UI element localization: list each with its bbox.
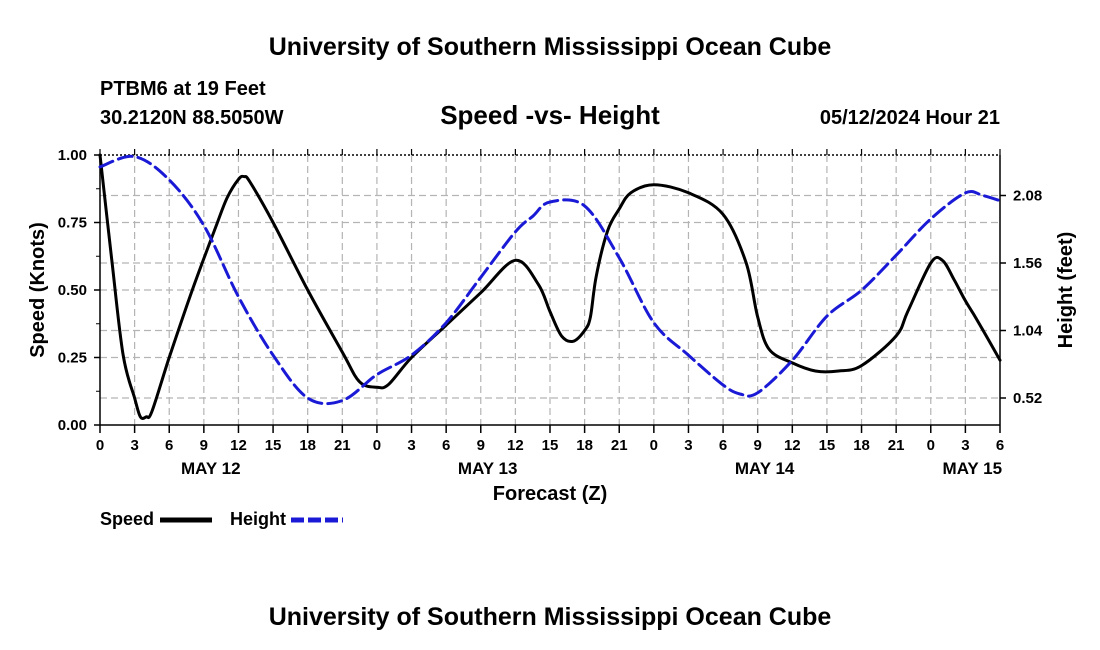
legend: Speed Height — [100, 509, 343, 529]
footer-title: University of Southern Mississippi Ocean… — [269, 603, 832, 631]
y2-tick-label: 1.56 — [1013, 255, 1042, 272]
x-tick-label: 21 — [888, 437, 905, 454]
y2-tick-label: 2.08 — [1013, 188, 1042, 205]
x-tick-label: 18 — [853, 437, 870, 454]
grid-lines — [100, 155, 1000, 425]
x-tick-label: 3 — [130, 437, 138, 454]
x-tick-label: 0 — [927, 437, 935, 454]
y-axis-label: Speed (Knots) — [27, 222, 49, 358]
series-line-speed — [98, 153, 1002, 420]
legend-label-speed: Speed — [100, 509, 154, 529]
chart-subtitle: Speed -vs- Height — [440, 100, 660, 130]
x-tick-label: 3 — [684, 437, 692, 454]
x-tick-label: 6 — [996, 437, 1004, 454]
x-tick-label: 21 — [334, 437, 351, 454]
chart-main-title: University of Southern Mississippi Ocean… — [269, 33, 832, 61]
x-tick-label: 15 — [542, 437, 559, 454]
y-tick-label: 0.00 — [58, 417, 87, 434]
station-coordinates: 30.2120N 88.5050W — [100, 107, 284, 129]
x-tick-label: 0 — [96, 437, 104, 454]
x-axis-label: Forecast (Z) — [493, 483, 607, 505]
y2-axis-label: Height (feet) — [1055, 232, 1077, 349]
x-tick-label: 0 — [650, 437, 658, 454]
date-label: MAY 13 — [458, 459, 518, 478]
x-tick-label: 12 — [784, 437, 801, 454]
x-tick-label: 6 — [719, 437, 727, 454]
y-tick-label: 0.75 — [58, 215, 87, 232]
x-tick-label: 12 — [230, 437, 247, 454]
date-label: MAY 14 — [735, 459, 795, 478]
y-tick-label: 0.25 — [58, 350, 87, 367]
x-tick-label: 9 — [754, 437, 762, 454]
x-tick-label: 18 — [299, 437, 316, 454]
x-tick-label: 15 — [265, 437, 282, 454]
y-tick-label: 1.00 — [58, 147, 87, 164]
x-tick-label: 6 — [442, 437, 450, 454]
x-tick-label: 18 — [576, 437, 593, 454]
x-tick-label: 12 — [507, 437, 524, 454]
axis-ticks: 0 3 6 9 12 15 18 21 0 3 6 9 12 15 18 21 0 3 6 9 12 15 18 21 0 3 6M… — [58, 147, 1043, 478]
series-lines — [98, 153, 1002, 420]
x-tick-label: 3 — [961, 437, 969, 454]
x-tick-label: 6 — [165, 437, 173, 454]
date-label: MAY 12 — [181, 459, 241, 478]
station-label: PTBM6 at 19 Feet — [100, 78, 266, 100]
y-tick-label: 0.50 — [58, 282, 87, 299]
legend-label-height: Height — [230, 509, 286, 529]
y2-tick-label: 1.04 — [1013, 323, 1043, 340]
x-tick-label: 15 — [819, 437, 836, 454]
y2-tick-label: 0.52 — [1013, 390, 1042, 407]
x-tick-label: 0 — [373, 437, 381, 454]
x-tick-label: 21 — [611, 437, 628, 454]
x-tick-label: 3 — [407, 437, 415, 454]
date-label: MAY 15 — [943, 459, 1003, 478]
forecast-datetime: 05/12/2024 Hour 21 — [820, 107, 1000, 129]
x-tick-label: 9 — [200, 437, 208, 454]
x-tick-label: 9 — [477, 437, 485, 454]
series-line-height — [98, 154, 1002, 406]
